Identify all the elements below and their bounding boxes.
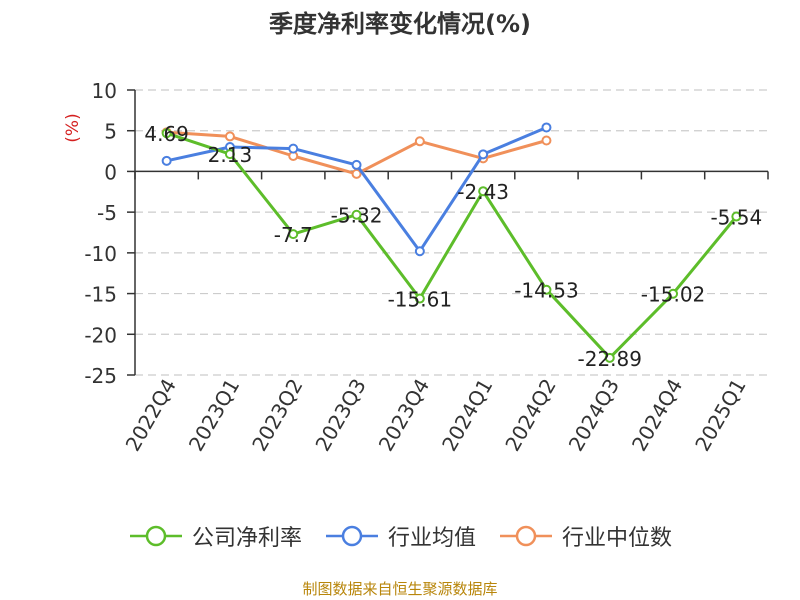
data-label: 2.13 [208,143,253,167]
y-tick-label: 0 [104,160,117,184]
x-tick-label: 2024Q4 [627,375,687,456]
data-point [541,135,552,146]
data-point [414,136,425,147]
data-label: -7.7 [274,223,313,247]
data-point [224,149,235,160]
data-label: -22.89 [578,347,642,371]
data-label-layer: 4.69 2.13 -7.7 -5.32 -15.61 -2.43 -14.53 -22.89… [144,122,762,371]
data-point [161,155,172,166]
legend-swatch [129,525,182,547]
legend-item: 行业均值 [324,520,476,552]
x-tick-label: 2023Q1 [184,375,244,456]
data-point [731,211,742,222]
data-point [541,122,552,133]
legend-label: 行业中位数 [562,526,673,551]
grid-layer [135,89,768,376]
data-point [351,209,362,220]
data-point [288,229,299,240]
legend-label: 公司净利率 [191,526,302,551]
data-point [478,149,489,160]
data-label: -15.02 [641,283,705,307]
chart-title: 季度净利率变化情况(%) [269,10,531,38]
data-label: -14.53 [514,279,578,303]
series-line [166,131,738,360]
y-tick-label: -10 [84,242,117,266]
x-tick-label: 2024Q1 [437,375,497,456]
x-tick-label: 2025Q1 [690,375,750,456]
data-point [161,128,172,139]
data-label: -5.32 [331,204,383,228]
data-point [414,293,425,304]
y-tick-label: 10 [92,79,117,103]
y-tick-label: -20 [84,323,117,347]
data-label: 4.69 [144,122,189,146]
y-tick-label: 5 [104,120,117,144]
data-point [224,131,235,142]
y-tick-label: -25 [84,364,117,388]
x-tick-label: 2023Q4 [374,375,434,456]
x-tick-label: 2024Q2 [500,375,560,456]
y-tick-label: -5 [97,201,117,225]
data-label: -2.43 [457,180,509,204]
data-point [668,288,679,299]
legend-item: 公司净利率 [128,520,302,552]
y-tick-label: -15 [84,283,117,307]
x-tick-label: 2023Q3 [310,375,370,456]
x-tick-label: 2024Q3 [564,375,624,456]
data-point [478,186,489,197]
legend-swatch [325,525,378,547]
legend: 公司净利率 行业均值 行业中位数 [0,518,800,554]
source-note: 制图数据来自恒生聚源数据库 [302,580,498,598]
data-point [604,352,615,363]
data-point [288,143,299,154]
legend-swatch [500,525,552,547]
x-tick-label: 2023Q2 [247,375,307,456]
data-point [351,159,362,170]
x-tick-label: 2022Q4 [121,375,181,456]
legend-label: 行业均值 [387,526,476,551]
data-point [414,246,425,257]
data-label: -5.54 [710,206,762,230]
series-layer [161,122,742,363]
legend-item: 行业中位数 [498,520,672,552]
data-label: -15.61 [388,288,452,312]
y-axis-label: (%) [63,113,83,142]
data-point [541,284,552,295]
